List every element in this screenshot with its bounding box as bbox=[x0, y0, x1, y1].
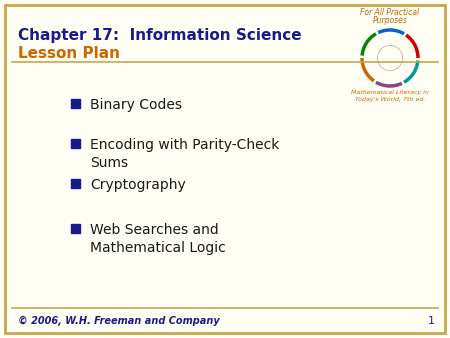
Text: Binary Codes: Binary Codes bbox=[90, 98, 182, 113]
Bar bbox=[71, 98, 80, 107]
Bar bbox=[71, 223, 80, 233]
Text: Purposes: Purposes bbox=[373, 16, 407, 25]
Text: Encoding with Parity-Check
Sums: Encoding with Parity-Check Sums bbox=[90, 139, 279, 170]
Text: Cryptography: Cryptography bbox=[90, 178, 186, 193]
Text: For All Practical: For All Practical bbox=[360, 8, 419, 17]
Text: 1: 1 bbox=[428, 316, 435, 326]
Bar bbox=[71, 139, 80, 147]
Text: Chapter 17:  Information Science: Chapter 17: Information Science bbox=[18, 28, 302, 43]
Text: Mathematical Literacy in
Today's World, 7th ed.: Mathematical Literacy in Today's World, … bbox=[351, 90, 429, 102]
Circle shape bbox=[378, 45, 403, 71]
Text: Web Searches and
Mathematical Logic: Web Searches and Mathematical Logic bbox=[90, 223, 226, 255]
Text: © 2006, W.H. Freeman and Company: © 2006, W.H. Freeman and Company bbox=[18, 316, 220, 326]
Bar bbox=[71, 178, 80, 188]
Text: Lesson Plan: Lesson Plan bbox=[18, 46, 120, 61]
